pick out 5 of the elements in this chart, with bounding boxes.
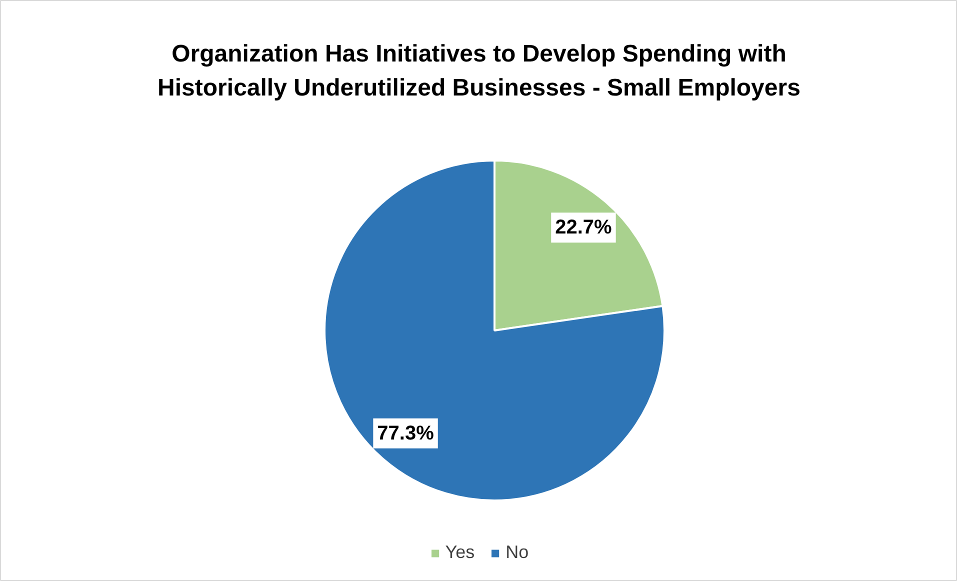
data-label: 77.3% bbox=[377, 422, 434, 444]
data-label: 22.7% bbox=[555, 216, 612, 239]
legend-label: No bbox=[506, 542, 529, 563]
chart-title: Organization Has Initiatives to Develop Spending with Historically Underutilized Businesses - Small Employers bbox=[158, 40, 800, 102]
legend-label: Yes bbox=[445, 542, 475, 563]
